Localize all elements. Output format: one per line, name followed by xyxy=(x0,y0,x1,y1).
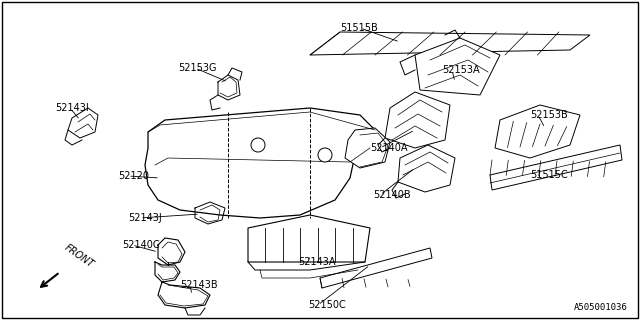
Text: 52120: 52120 xyxy=(118,171,149,181)
Text: 52153A: 52153A xyxy=(442,65,479,75)
Circle shape xyxy=(251,138,265,152)
Text: 52143B: 52143B xyxy=(180,280,218,290)
Text: A505001036: A505001036 xyxy=(574,303,628,312)
Text: FRONT: FRONT xyxy=(63,243,96,270)
Text: 51515C: 51515C xyxy=(530,170,568,180)
Polygon shape xyxy=(398,145,455,192)
Polygon shape xyxy=(145,108,375,218)
Circle shape xyxy=(318,148,332,162)
Polygon shape xyxy=(490,145,622,190)
Polygon shape xyxy=(415,38,500,95)
Polygon shape xyxy=(385,92,450,148)
Polygon shape xyxy=(248,215,370,262)
Text: 52150C: 52150C xyxy=(308,300,346,310)
Polygon shape xyxy=(495,105,580,158)
Text: 52143A: 52143A xyxy=(298,257,335,267)
Text: 52143I: 52143I xyxy=(55,103,89,113)
Text: 52153G: 52153G xyxy=(178,63,216,73)
Polygon shape xyxy=(310,32,590,55)
Text: 51515B: 51515B xyxy=(340,23,378,33)
Polygon shape xyxy=(68,108,98,138)
Polygon shape xyxy=(345,128,390,168)
Text: 52140C: 52140C xyxy=(122,240,159,250)
Polygon shape xyxy=(320,248,432,288)
Text: 52153B: 52153B xyxy=(530,110,568,120)
Text: 52140A: 52140A xyxy=(370,143,408,153)
Text: 52143J: 52143J xyxy=(128,213,162,223)
Text: 52140B: 52140B xyxy=(373,190,411,200)
